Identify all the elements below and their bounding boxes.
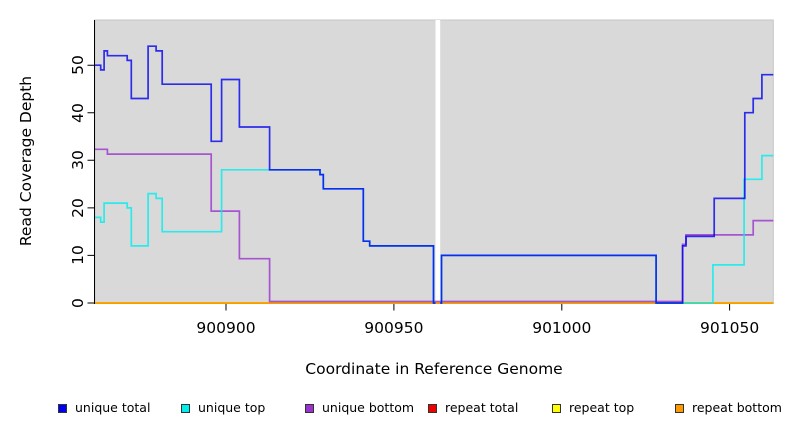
- y-tick-label: 20: [69, 198, 87, 218]
- y-tick-label: 30: [69, 150, 87, 171]
- y-tick-label: 50: [69, 55, 87, 76]
- legend-label: repeat total: [445, 400, 519, 415]
- legend-label: repeat top: [569, 400, 635, 415]
- axis-lines: [87, 20, 774, 311]
- legend-swatch-icon: [58, 403, 67, 413]
- y-tick-label: 40: [69, 102, 87, 123]
- legend-label: unique total: [75, 400, 151, 415]
- x-axis-title: Coordinate in Reference Genome: [305, 360, 563, 378]
- na-gap-band: [435, 20, 441, 303]
- series-unique-bottom: [95, 148, 774, 303]
- x-tick-label: 901000: [532, 319, 592, 337]
- y-axis-title: Read Coverage Depth: [17, 75, 35, 247]
- legend-swatch-icon: [675, 403, 684, 413]
- legend-swatch-icon: [305, 403, 314, 413]
- legend-item-unique-bottom: unique bottom: [305, 401, 414, 415]
- legend-swatch-icon: [552, 403, 561, 413]
- x-tick-label: 900900: [196, 319, 256, 337]
- legend-item-repeat-top: repeat top: [552, 401, 634, 415]
- legend-item-repeat-total: repeat total: [428, 401, 518, 415]
- legend-swatch-icon: [428, 403, 437, 413]
- legend-swatch-icon: [181, 403, 190, 413]
- x-tick-label: 900950: [364, 319, 424, 337]
- y-tick-label: 10: [69, 245, 87, 266]
- legend-item-repeat-bottom: repeat bottom: [675, 401, 782, 415]
- legend-item-unique-top: unique top: [181, 401, 265, 415]
- legend-label: repeat bottom: [692, 400, 782, 415]
- legend-item-unique-total: unique total: [58, 401, 150, 415]
- y-tick-label: 0: [69, 298, 87, 308]
- legend-label: unique top: [198, 400, 266, 415]
- series-unique-total: [95, 45, 774, 304]
- x-tick-label: 901050: [700, 319, 760, 337]
- legend-label: unique bottom: [322, 400, 415, 415]
